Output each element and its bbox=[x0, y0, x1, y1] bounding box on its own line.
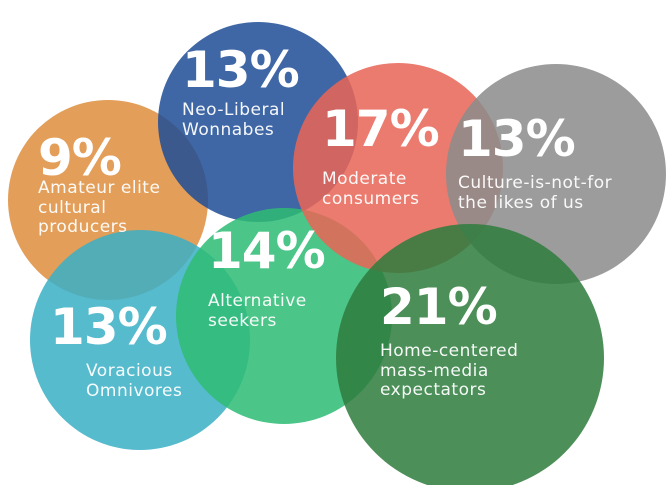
percentage-label: 17% bbox=[322, 100, 440, 158]
segment-label-line: expectators bbox=[380, 380, 487, 401]
bubble-label-neo-liberal: 13% Neo-Liberal Wonnabes bbox=[182, 41, 300, 140]
bubble-moderate-consumers bbox=[293, 63, 503, 273]
segment-label-line: Culture-is-not-for bbox=[458, 173, 613, 193]
segment-label-line: seekers bbox=[208, 310, 277, 331]
percentage-label: 13% bbox=[50, 298, 168, 356]
segment-label-line: Wonnabes bbox=[182, 119, 275, 140]
segment-label-line: cultural bbox=[38, 197, 107, 218]
segment-label-line: the likes of us bbox=[458, 192, 584, 213]
percentage-label: 14% bbox=[208, 222, 326, 280]
bubble-label-culture-not: 13% Culture-is-not-for the likes of us bbox=[458, 114, 612, 213]
segment-label-line: Moderate bbox=[322, 169, 407, 189]
segment-label-line: Neo-Liberal bbox=[182, 100, 286, 120]
segment-label-line: mass-media bbox=[380, 360, 489, 381]
bubble-home-centered-mass-media-expectators bbox=[336, 224, 604, 485]
bubble-label-amateur-elite: 9% Amateur elite cultural producers bbox=[38, 133, 160, 238]
percentage-label: 21% bbox=[380, 278, 498, 336]
bubble-label-home-centered: 21% Home-centered mass-media expectators bbox=[380, 282, 518, 401]
percentage-label: 13% bbox=[458, 110, 576, 168]
segment-label-line: Omnivores bbox=[86, 380, 183, 401]
segment-label-line: consumers bbox=[322, 188, 420, 209]
segment-label-line: Voracious bbox=[86, 361, 173, 381]
percentage-label: 9% bbox=[38, 129, 122, 187]
bubble-label-moderate: 17% Moderate consumers bbox=[322, 100, 440, 209]
segment-label-line: Alternative bbox=[208, 291, 307, 311]
segment-label-line: Home-centered bbox=[380, 341, 519, 361]
percentage-label: 13% bbox=[182, 41, 300, 99]
segment-label-line: Amateur elite bbox=[38, 178, 161, 198]
segment-label-line: producers bbox=[38, 217, 128, 238]
bubble-label-alternative: 14% Alternative seekers bbox=[208, 222, 326, 331]
bubble-label-voracious: 13% Voracious Omnivores bbox=[50, 302, 182, 401]
